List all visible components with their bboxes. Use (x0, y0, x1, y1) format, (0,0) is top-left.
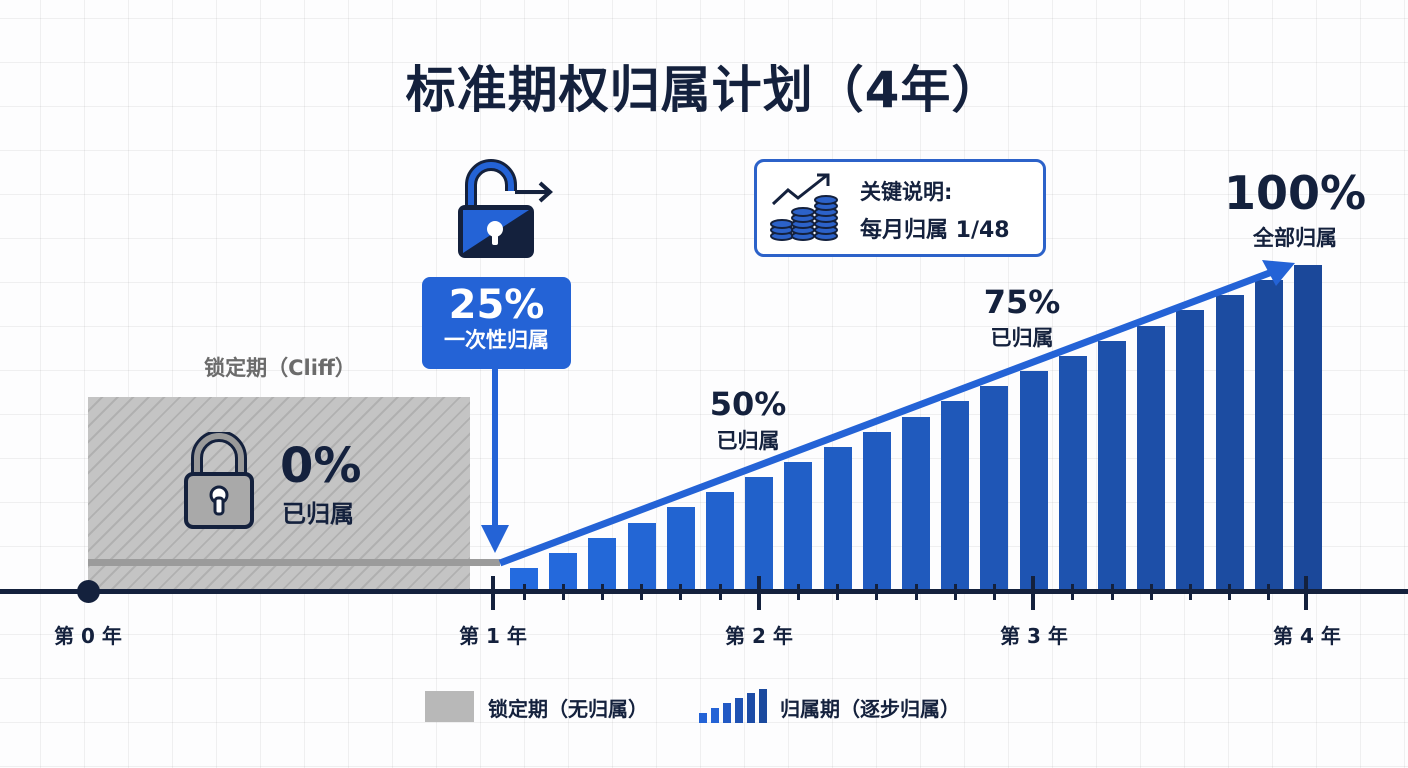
vesting-bar (784, 461, 813, 592)
vesting-bar (823, 446, 852, 592)
axis-tick-minor (1228, 584, 1232, 600)
axis-tick-minor (1071, 584, 1075, 600)
vesting-bar (1215, 295, 1244, 592)
axis-tick-minor (914, 584, 918, 600)
milestone-50-status: 已归属 (716, 429, 780, 453)
vesting-bar (941, 401, 970, 592)
axis-tick-major (1031, 576, 1035, 610)
axis-tick-minor (1188, 584, 1192, 600)
milestone-50-percent: 50% (709, 385, 787, 423)
milestone-100-percent: 100% (1223, 166, 1367, 220)
axis-label-year-0: 第 0 年 (54, 624, 122, 648)
vesting-bar (1176, 310, 1205, 592)
legend-label-cliff: 锁定期（无归属） (488, 697, 648, 721)
lock-open-icon (458, 159, 553, 258)
vesting-bar (666, 507, 695, 592)
axis-tick-major (491, 576, 495, 610)
vesting-bar (1098, 340, 1126, 592)
axis-tick-minor (875, 584, 879, 600)
cliff-vest-status: 一次性归属 (444, 328, 549, 352)
vesting-bar (745, 477, 774, 592)
axis-tick-minor (1110, 584, 1114, 600)
cliff-period-label: 锁定期（Cliff） (204, 356, 356, 380)
axis-tick-minor (561, 584, 565, 600)
axis-label-year-2: 第 2 年 (725, 624, 793, 648)
axis-label-year-4: 第 4 年 (1273, 624, 1341, 648)
cliff-percent: 0% (280, 438, 362, 494)
vesting-bar (862, 431, 891, 592)
legend-bars-icon (699, 689, 767, 723)
vesting-bar (627, 522, 656, 592)
cliff-vest-percent: 25% (448, 282, 545, 328)
cliff-status: 已归属 (282, 500, 354, 528)
axis-label-year-3: 第 3 年 (1000, 624, 1068, 648)
arrow-down-stem (492, 369, 498, 529)
key-note-body: 每月归属 1/48 (860, 218, 1010, 243)
axis-tick-minor (1149, 584, 1153, 600)
origin-marker (77, 580, 100, 603)
vesting-bar (1019, 371, 1048, 592)
vesting-bar (1058, 355, 1087, 592)
lock-closed-icon (184, 432, 254, 529)
axis-tick-minor (522, 584, 526, 600)
vesting-bar (902, 416, 930, 592)
milestone-100-status: 全部归属 (1253, 226, 1337, 250)
axis-tick-minor (953, 584, 957, 600)
chart-title: 标准期权归属计划（4年） (405, 61, 1003, 119)
axis-tick-minor (679, 584, 683, 600)
axis-tick-minor (836, 584, 840, 600)
legend-label-vesting: 归属期（逐步归属） (780, 697, 960, 721)
growth-coins-icon (770, 173, 838, 241)
vesting-bar (706, 492, 734, 592)
axis-tick-minor (718, 584, 722, 600)
cliff-vest-callout: 25% 一次性归属 (422, 277, 571, 369)
axis-tick-major (757, 576, 761, 610)
vesting-bar (980, 386, 1009, 592)
vesting-bar (1294, 265, 1322, 592)
legend-swatch-cliff (425, 691, 474, 722)
key-note-title: 关键说明: (860, 180, 953, 204)
axis-tick-minor (600, 584, 604, 600)
axis-tick-minor (992, 584, 996, 600)
milestone-75-percent: 75% (983, 283, 1061, 321)
cliff-zero-line (88, 559, 500, 566)
axis-label-year-1: 第 1 年 (459, 624, 527, 648)
axis-tick-major (1304, 576, 1308, 610)
axis-tick-minor (796, 584, 800, 600)
vesting-bar (1254, 280, 1283, 592)
vesting-bar (588, 537, 617, 592)
arrow-down-icon (481, 525, 509, 553)
x-axis (0, 589, 1408, 594)
axis-tick-minor (1267, 584, 1271, 600)
axis-tick-minor (640, 584, 644, 600)
milestone-75-status: 已归属 (990, 326, 1054, 350)
vesting-bar (1137, 325, 1166, 592)
